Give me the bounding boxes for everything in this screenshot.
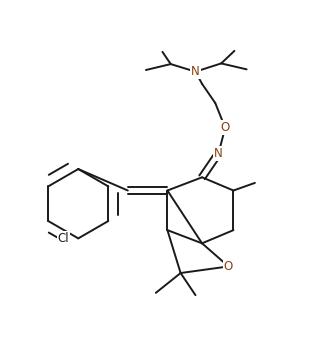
Text: O: O xyxy=(224,260,233,273)
Text: N: N xyxy=(214,147,223,160)
Text: O: O xyxy=(220,121,230,134)
Text: N: N xyxy=(191,65,200,78)
Text: Cl: Cl xyxy=(58,232,69,245)
